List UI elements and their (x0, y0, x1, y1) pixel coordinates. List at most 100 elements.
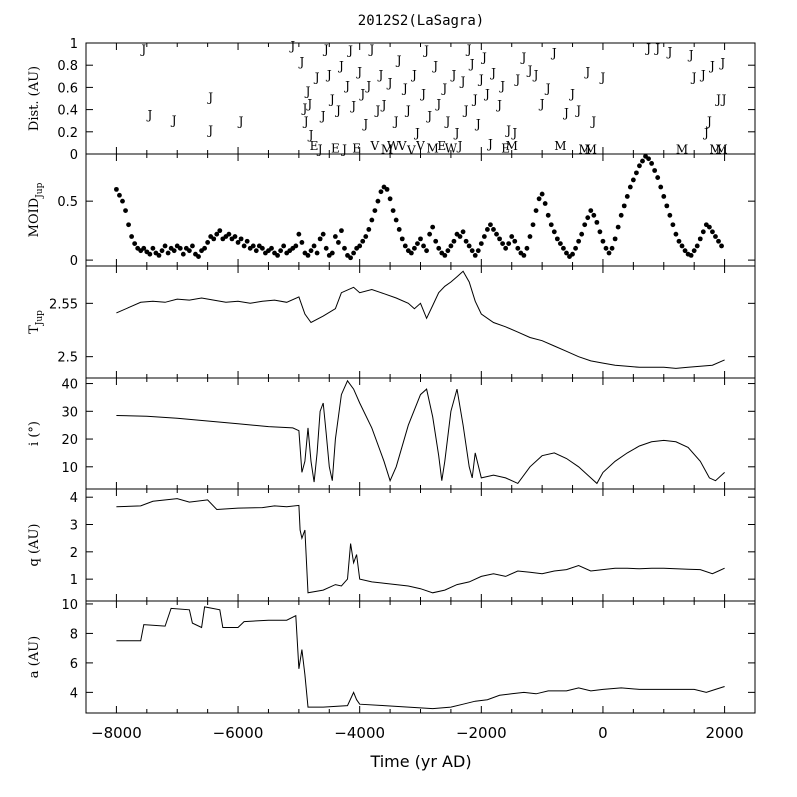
moid-point (399, 236, 405, 242)
moid-point (363, 234, 369, 239)
y-tick-label: 0 (70, 254, 78, 269)
encounter-label-J: J (456, 139, 463, 153)
encounter-label-J: J (550, 46, 557, 60)
encounter-label-M: M (709, 142, 721, 156)
moid-point (332, 234, 338, 239)
moid-point (475, 248, 481, 254)
encounter-label-J: J (462, 104, 469, 118)
moid-point (545, 212, 551, 218)
y-tick-label: 1 (70, 37, 78, 52)
encounter-label-J: J (419, 87, 426, 101)
moid-point (485, 227, 490, 232)
encounter-label-J: J (443, 115, 450, 129)
moid-point (281, 243, 287, 249)
encounter-label-J: J (708, 59, 715, 73)
moid-point (250, 243, 256, 249)
encounter-label-J: J (145, 108, 152, 122)
moid-point (186, 248, 192, 254)
moid-point (582, 222, 588, 228)
encounter-label-J: J (392, 115, 399, 129)
y-axis-label: a (AU) (27, 636, 42, 678)
encounter-label-J: J (483, 87, 490, 101)
moid-point (375, 198, 381, 204)
encounter-label-J: J (337, 59, 344, 73)
y-tick-label: 1 (70, 573, 78, 588)
moid-point (180, 251, 186, 257)
moid-point (469, 248, 475, 254)
encounter-label-E: E (331, 141, 340, 155)
moid-point (466, 243, 472, 249)
moid-point (706, 224, 712, 230)
moid-point (339, 228, 344, 234)
moid-point (214, 231, 220, 237)
encounter-label-J: J (297, 55, 304, 69)
moid-point (275, 252, 280, 258)
encounter-label-J: J (404, 104, 411, 118)
moid-point (202, 245, 207, 251)
moid-point (278, 248, 284, 254)
encounter-label-J: J (486, 137, 493, 151)
moid-point (667, 212, 673, 218)
series-line-semimajor (116, 606, 725, 710)
moid-point (494, 231, 499, 237)
panel-moid: 0 0.5 MOIDJup (27, 153, 756, 269)
encounter-label-J: J (206, 124, 213, 138)
moid-point (664, 203, 670, 209)
moid-point (396, 227, 402, 232)
moid-point (700, 229, 706, 235)
encounter-label-J: J (544, 81, 551, 95)
moid-point (451, 238, 457, 244)
moid-point (415, 241, 420, 247)
y-tick-label: 0.4 (57, 104, 78, 119)
moid-point (506, 241, 512, 247)
encounter-label-J: J (322, 43, 329, 57)
encounter-label-J: J (513, 73, 520, 87)
moid-point (129, 234, 135, 239)
moid-point (579, 231, 585, 237)
encounter-label-J: J (401, 81, 408, 95)
encounter-label-J: J (305, 97, 312, 111)
moid-point (716, 238, 721, 244)
moid-point (634, 170, 639, 176)
encounter-label-J: J (206, 90, 213, 104)
encounter-label-M: M (506, 139, 518, 153)
y-tick-label: 4 (70, 686, 78, 701)
y-tick-label: 10 (61, 598, 78, 613)
moid-point (372, 208, 378, 213)
x-tick-label: −6000 (213, 724, 264, 742)
moid-point (412, 245, 417, 251)
y-tick-label: 2.55 (49, 297, 78, 312)
moid-point (384, 186, 390, 192)
encounter-label-J: J (538, 97, 545, 111)
panel-tjup: 2.5 2.55 TJup (27, 265, 756, 379)
moid-point (156, 252, 162, 258)
moid-point (299, 240, 305, 245)
encounter-label-J: J (288, 39, 295, 53)
encounter-label-W: W (445, 141, 458, 155)
moid-point (615, 224, 621, 230)
encounter-label-J: J (364, 79, 371, 93)
moid-point (232, 234, 238, 239)
moid-point (244, 238, 250, 244)
encounter-label-J: J (395, 54, 402, 68)
moid-point (658, 184, 664, 190)
moid-point (521, 252, 527, 258)
moid-point (652, 168, 658, 173)
moid-point (497, 236, 502, 242)
encounter-label-J: J (644, 41, 651, 55)
moid-point (713, 234, 718, 239)
moid-point (554, 236, 560, 242)
encounter-label-J: J (355, 65, 362, 79)
moid-point (311, 243, 317, 249)
moid-point (342, 245, 347, 251)
moid-point (421, 243, 426, 249)
y-tick-label: 20 (61, 433, 78, 448)
moid-point (570, 251, 575, 257)
encounter-label-M: M (715, 142, 727, 156)
moid-point (603, 245, 609, 251)
encounter-label-J: J (237, 115, 244, 129)
encounter-label-J: J (358, 87, 365, 101)
encounter-label-J: J (468, 57, 475, 71)
encounter-label-J: J (361, 117, 368, 131)
moid-point (533, 208, 539, 213)
